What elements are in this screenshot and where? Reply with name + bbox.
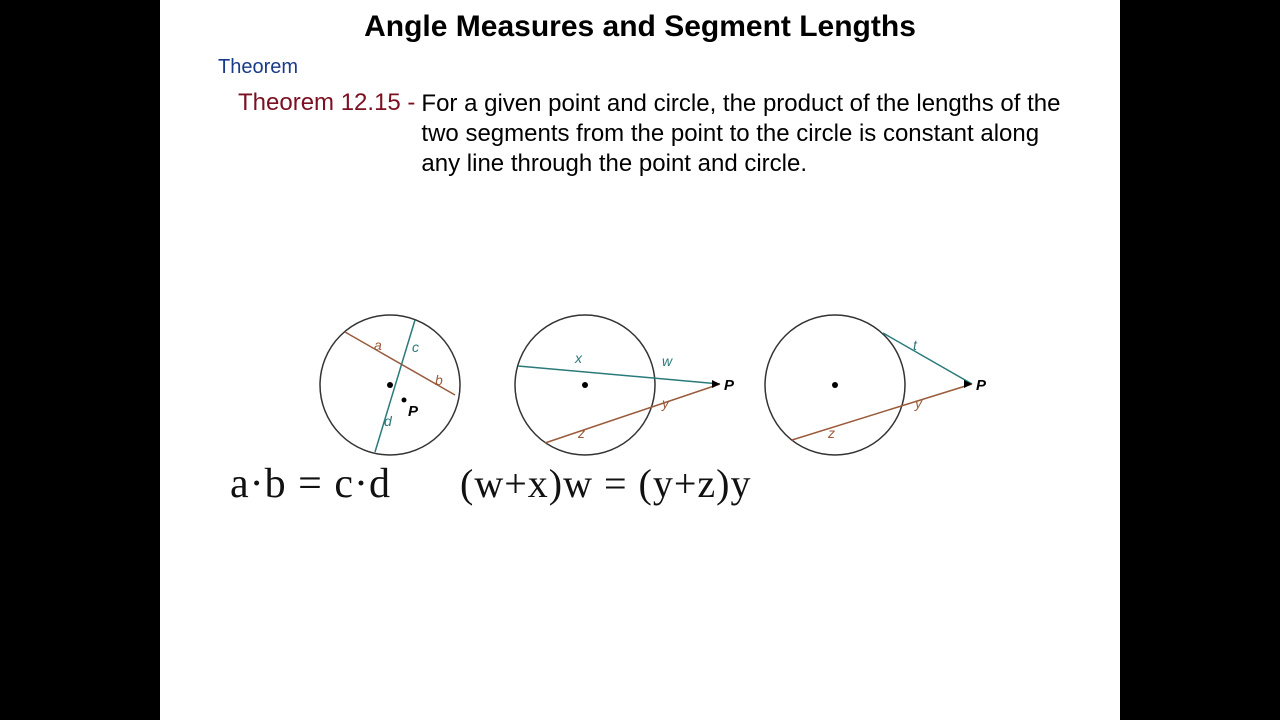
secant-yz3 [792,384,972,440]
diagram-2: x w z y P [515,315,735,455]
diagrams-svg: a b c d P x w z y P [160,300,1120,480]
label-z2: z [577,425,585,441]
handwritten-eq-2: (w+x)w = (y+z)y [460,460,751,507]
label-t: t [913,337,918,353]
label-a: a [374,337,382,353]
secant-wx [518,366,720,384]
center-dot-1 [387,382,393,388]
slide-page: Angle Measures and Segment Lengths Theor… [160,0,1120,720]
secant-yz [545,384,720,443]
theorem-number: Theorem 12.15 - [238,89,421,117]
theorem-block: Theorem 12.15 - For a given point and ci… [238,89,1080,179]
label-p-1: P [408,403,419,420]
label-p-2: P [724,377,735,394]
label-y3: y [914,395,923,411]
label-x: x [574,350,583,366]
label-y2: y [661,395,670,411]
page-title: Angle Measures and Segment Lengths [160,0,1120,44]
section-label: Theorem [218,56,1120,79]
center-dot-3 [832,382,838,388]
label-d: d [384,413,393,429]
diagram-row: a b c d P x w z y P [160,300,1120,480]
label-w: w [662,353,673,369]
label-c: c [412,339,419,355]
theorem-text: For a given point and circle, the produc… [421,89,1080,179]
arrow-p2 [712,380,720,388]
diagram-1: a b c d P [320,315,460,455]
center-dot-2 [582,382,588,388]
label-p-3: P [976,377,987,394]
label-z3: z [827,425,835,441]
point-p-1 [402,398,407,403]
label-b: b [435,372,443,388]
handwritten-eq-1: a·b = c·d [230,460,391,508]
diagram-3: t z y P [765,315,987,455]
tangent-t [883,333,972,384]
